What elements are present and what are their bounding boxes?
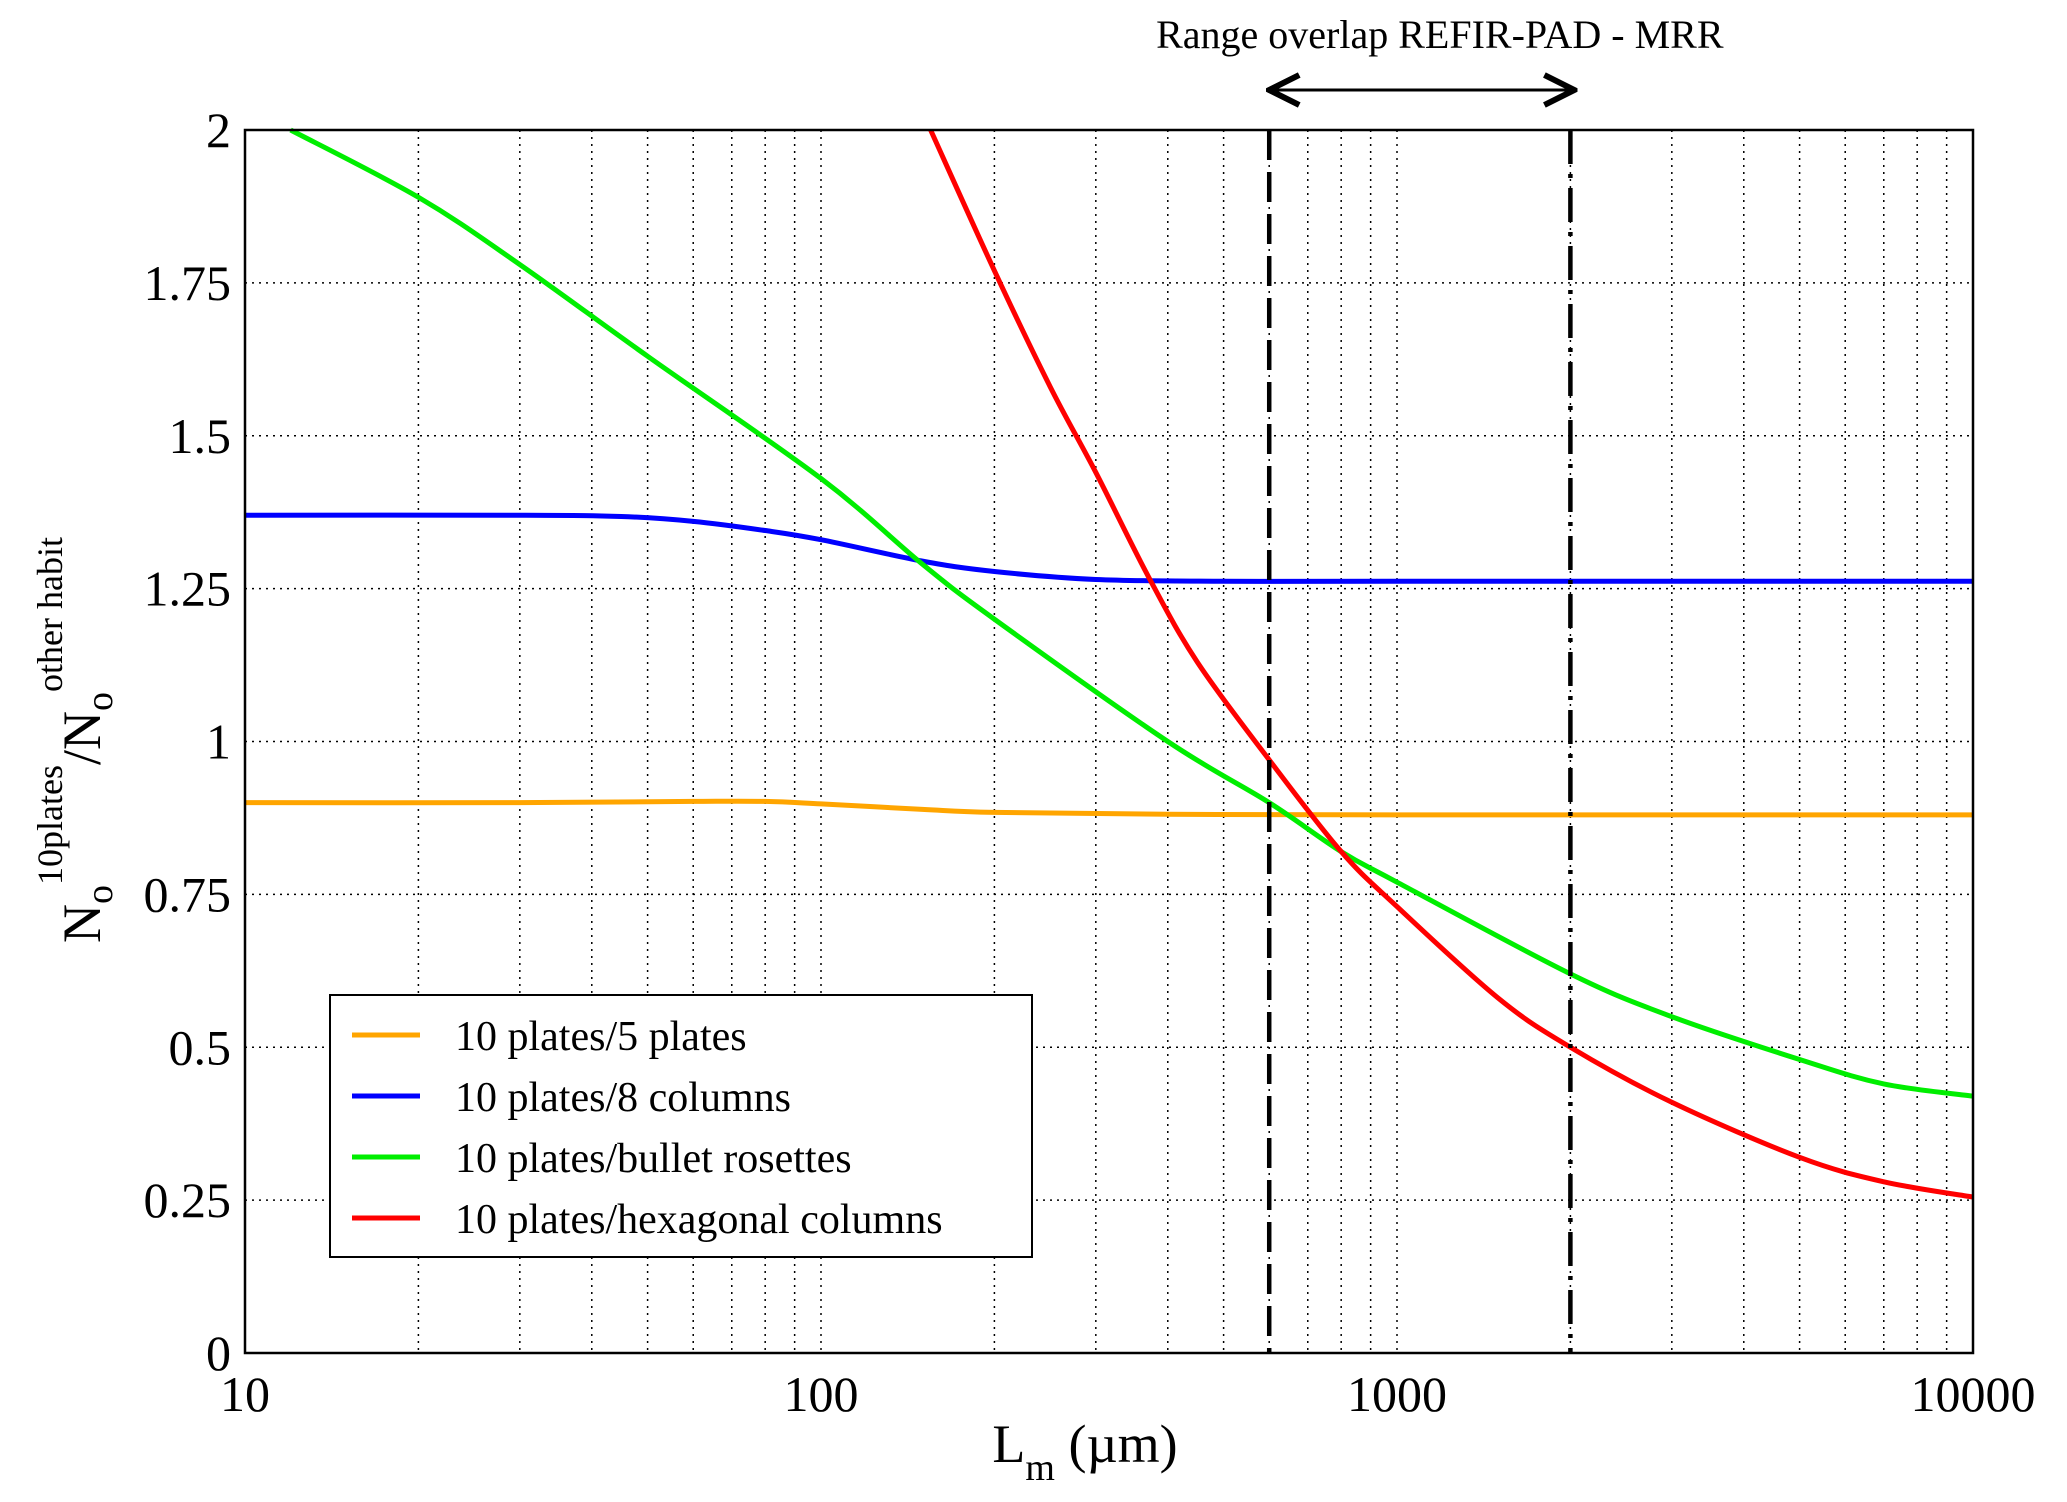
tick-labels: 10 100 1000 10000 0 0.25 0.5 0.75 1 1.25 1.5 1.75 2 xyxy=(144,102,2036,1422)
x-tick-label: 10 xyxy=(220,1366,270,1422)
series-line-2 xyxy=(289,127,1974,1099)
series-line-3 xyxy=(928,128,1974,1200)
legend-label: 10 plates/bullet rosettes xyxy=(455,1136,852,1182)
y-label-slash: / xyxy=(52,750,112,765)
x-label-main: L xyxy=(992,1414,1025,1474)
y-tick-label: 1.5 xyxy=(169,408,232,464)
y-tick-label: 0.5 xyxy=(169,1019,232,1075)
y-tick-label: 0 xyxy=(206,1325,231,1381)
legend-label: 10 plates/hexagonal columns xyxy=(455,1197,943,1243)
x-tick-label: 100 xyxy=(784,1366,859,1422)
y-label-sup2: other habit xyxy=(30,537,70,692)
x-axis-label: Lm (µm) xyxy=(992,1414,1177,1489)
y-tick-label: 0.25 xyxy=(144,1172,232,1228)
y-tick-label: 0.75 xyxy=(144,866,232,922)
y-tick-label: 1 xyxy=(206,714,231,770)
series-group xyxy=(244,127,1974,1200)
series-line-1 xyxy=(244,512,1973,584)
y-label-sub1: o xyxy=(79,885,121,904)
legend-box xyxy=(329,994,1033,1258)
x-label-unit: (µm) xyxy=(1055,1414,1178,1474)
legend: 10 plates/5 plates 10 plates/8 columns 10 … xyxy=(329,994,1033,1258)
y-label-n1: N xyxy=(52,904,112,943)
y-label-sup1: 10plates xyxy=(30,765,70,885)
range-annotation: Range overlap REFIR-PAD - MRR xyxy=(1156,12,1724,57)
legend-label: 10 plates/5 plates xyxy=(455,1014,747,1060)
plot-frame xyxy=(243,128,1975,1355)
y-axis-label: No10plates/Noother habit xyxy=(30,537,121,943)
series-line-0 xyxy=(244,798,1974,818)
x-tick-label: 1000 xyxy=(1347,1366,1447,1422)
x-tick-label: 10000 xyxy=(1911,1366,2036,1422)
y-tick-label: 1.25 xyxy=(144,561,232,617)
range-lines xyxy=(1266,130,1573,1353)
y-tick-label: 1.75 xyxy=(144,255,232,311)
y-tick-label: 2 xyxy=(206,102,231,158)
y-label-sub2: o xyxy=(79,692,121,711)
y-label-n2: N xyxy=(52,711,112,750)
legend-label: 10 plates/8 columns xyxy=(455,1075,791,1121)
x-label-sub: m xyxy=(1025,1447,1055,1489)
